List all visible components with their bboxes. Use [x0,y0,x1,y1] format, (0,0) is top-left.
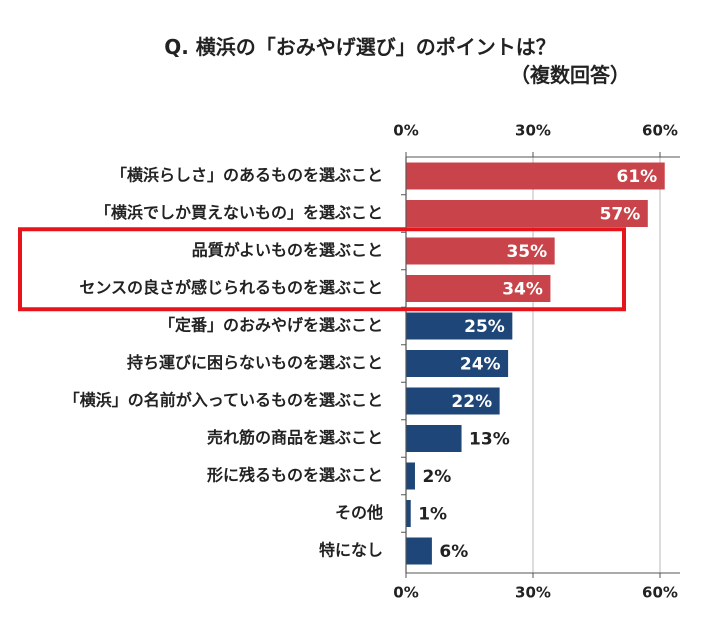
category-label: 持ち運びに困らないものを選ぶこと [127,353,383,372]
category-label: その他 [335,503,383,522]
bar [406,162,665,190]
category-label: 特になし [319,541,383,560]
bar [406,275,551,302]
bar [406,312,513,340]
data-label: 57% [600,205,641,225]
data-label: 35% [506,242,547,262]
bar [406,350,509,377]
top-tick-label: 0% [393,122,418,140]
top-tick-label: 30% [515,122,551,140]
category-label: 形に残るものを選ぶこと [207,466,383,485]
category-label: 品質がよいものを選ぶこと [192,241,383,260]
bar [406,537,432,565]
data-label: 24% [460,355,501,375]
data-label: 13% [469,430,510,450]
data-label: 2% [422,467,451,487]
bar [406,200,648,227]
data-label: 22% [451,392,492,412]
bottom-tick-label: 60% [642,584,678,602]
bar [406,425,462,452]
bar [406,462,415,490]
bottom-tick-label: 30% [515,584,551,602]
bottom-tick-label: 0% [393,584,418,602]
data-label: 6% [439,542,468,562]
chart-subtitle: （複数回答） [510,63,630,87]
category-label: 「定番」のおみやげを選ぶこと [159,316,383,335]
data-label: 1% [418,505,447,525]
category-label: 「横浜でしか買えないもの」を選ぶこと [95,203,383,222]
data-label: 25% [464,317,505,337]
data-label: 61% [617,167,658,187]
category-label: 「横浜」の名前が入っているものを選ぶこと [64,391,383,410]
category-label: センスの良さが感じられるものを選ぶこと [79,278,383,297]
bar [406,237,555,265]
bar [406,500,411,527]
chart-title: Q. 横浜の「おみやげ選び」のポイントは？ [164,35,556,59]
data-label: 34% [502,280,543,300]
bar [406,387,500,415]
top-tick-label: 60% [642,122,678,140]
category-label: 売れ筋の商品を選ぶこと [207,428,383,447]
highlight-box [18,227,626,312]
category-label: 「横浜らしさ」のあるものを選ぶこと [111,166,383,185]
